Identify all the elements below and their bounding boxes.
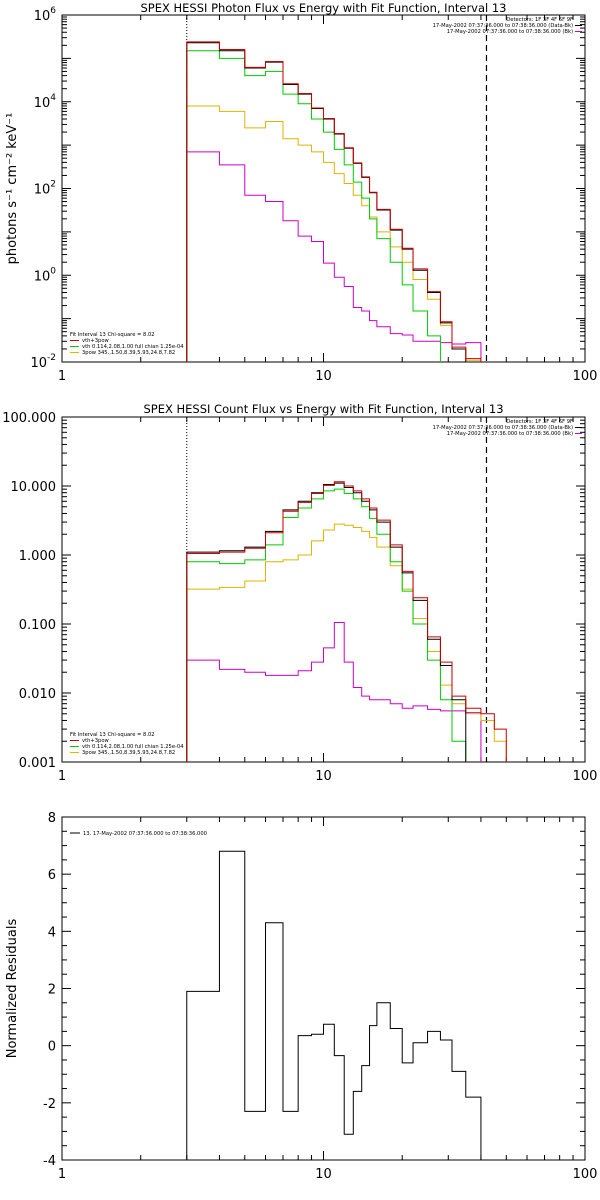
series-bk-line xyxy=(186,151,482,362)
y-axis: 0.001 0.010 0.100 1.000 10.000 100.000 xyxy=(2,411,585,771)
x-tick-label: 100 xyxy=(573,1167,598,1182)
x-axis: 1 10 100 xyxy=(58,817,598,1182)
y-tick-label: 10.000 xyxy=(11,480,57,495)
header-line: 17-May-2002 07:37:36.000 to 07:38:36.000… xyxy=(447,431,573,437)
y-tick-base: 10 xyxy=(34,269,51,284)
x-tick-label: 1 xyxy=(58,369,66,384)
y-tick-base: 10 xyxy=(34,9,51,24)
panel-1: SPEX HESSI Photon Flux vs Energy with Fi… xyxy=(5,1,597,384)
y-tick-label: 106 xyxy=(34,6,57,24)
series-total-line xyxy=(186,41,482,362)
y-tick-base: 10 xyxy=(30,356,47,371)
x-tick-label: 10 xyxy=(315,1167,332,1182)
y-tick-exponent: 6 xyxy=(50,6,56,16)
y-tick-exponent: 0 xyxy=(50,266,56,276)
panel-2: SPEX HESSI Count Flux vs Energy with Fit… xyxy=(2,402,597,784)
y-axis: -4 -2 0 2 4 6 8 xyxy=(43,811,585,1169)
y-tick-exponent: 2 xyxy=(50,180,56,190)
y-axis-label: photons s⁻¹ cm⁻² keV⁻¹ xyxy=(5,113,20,265)
y-tick-label: 104 xyxy=(34,93,57,111)
chart-title: SPEX HESSI Count Flux vs Energy with Fit… xyxy=(143,402,503,416)
legend-entry: vth 0.114,2.08,1.00 full chian 1.25e-04 xyxy=(82,744,184,750)
x-tick-label: 1 xyxy=(58,769,66,784)
y-tick-label: 4 xyxy=(48,925,56,940)
x-tick-label: 100 xyxy=(573,369,598,384)
y-tick-label: 100 xyxy=(34,266,57,284)
y-tick-base: 10 xyxy=(34,183,51,198)
y-tick-label: 102 xyxy=(34,180,56,198)
series-data-line xyxy=(186,42,467,362)
legend-entry: vth+3pow xyxy=(82,338,110,344)
y-tick-label: 0.010 xyxy=(19,687,56,702)
series-vth-line xyxy=(186,50,441,362)
plot-frame xyxy=(61,816,586,1161)
x-tick-label: 100 xyxy=(573,769,598,784)
header-line: 17-May-2002 07:37:36.000 to 07:38:36.000… xyxy=(433,425,573,431)
y-axis-label: Normalized Residuals xyxy=(5,919,20,1059)
legend-title: Fit Interval 13 Chi-square = 8.02 xyxy=(70,332,155,338)
header-line: 17-May-2002 07:37:36.000 to 07:38:36.000… xyxy=(447,29,573,35)
y-tick-label: 0 xyxy=(48,1040,56,1055)
series-bpow-line xyxy=(186,523,507,762)
plot-frame xyxy=(61,416,586,763)
x-tick-label: 1 xyxy=(58,1167,66,1182)
chart-title: SPEX HESSI Photon Flux vs Energy with Fi… xyxy=(140,1,506,15)
legend: Fit Interval 13 Chi-square = 8.02vth+3po… xyxy=(70,332,184,356)
legend-title: Fit Interval 13 Chi-square = 8.02 xyxy=(70,732,155,738)
legend: Fit Interval 13 Chi-square = 8.02vth+3po… xyxy=(70,732,184,756)
series-group xyxy=(186,850,482,1160)
series-bk-line xyxy=(186,622,482,762)
series-group xyxy=(186,41,482,362)
series-group xyxy=(186,481,507,762)
legend: 13. 17-May-2002 07:37:36.000 to 07:38:36… xyxy=(70,831,207,837)
legend-entry: 13. 17-May-2002 07:37:36.000 to 07:38:36… xyxy=(83,831,207,837)
header-line: 17-May-2002 07:37:36.000 to 07:38:36.000… xyxy=(433,23,573,29)
header-line: Detectors: 1F 3F 4F 6F 9F xyxy=(506,17,573,23)
x-tick-label: 10 xyxy=(315,369,332,384)
series-resid-line xyxy=(186,850,482,1160)
header-line: Detectors: 1F 3F 4F 6F 9F xyxy=(506,419,573,425)
y-tick-label: 6 xyxy=(48,868,56,883)
y-tick-label: 0.001 xyxy=(19,756,56,771)
y-tick-label: 8 xyxy=(48,811,56,826)
y-tick-label: 2 xyxy=(48,983,56,998)
x-axis: 1 10 100 xyxy=(58,15,598,384)
series-data-line xyxy=(186,482,467,762)
series-total-line xyxy=(186,481,507,762)
y-tick-label: -2 xyxy=(43,1097,56,1112)
plot-frame xyxy=(61,14,586,363)
x-axis: 1 10 100 xyxy=(58,417,598,784)
legend-entry: vth 0.114,2.08,1.00 full chian 1.25e-04 xyxy=(82,344,184,350)
legend-entry: vth+3pow xyxy=(82,738,110,744)
y-tick-label: 100.000 xyxy=(2,411,56,426)
y-tick-label: 1.000 xyxy=(19,549,56,564)
y-tick-label: 10-2 xyxy=(30,353,56,371)
legend-entry: 3pow 345.,1.50,8.39,5.93,24.8,7.82 xyxy=(82,350,175,356)
y-tick-label: 0.100 xyxy=(19,618,56,633)
y-tick-exponent: 4 xyxy=(50,93,56,103)
legend-entry: 3pow 345.,1.50,8.39,5.93,24.8,7.82 xyxy=(82,750,175,756)
y-tick-exponent: -2 xyxy=(47,353,56,363)
panel-3: 1 10 100 -4 -2 0 2 4 6 8 Normalized Residuals 13. 1… xyxy=(5,811,597,1182)
y-tick-label: -4 xyxy=(43,1154,56,1169)
series-vth-line xyxy=(186,488,467,762)
x-tick-label: 10 xyxy=(315,769,332,784)
y-tick-base: 10 xyxy=(34,96,51,111)
